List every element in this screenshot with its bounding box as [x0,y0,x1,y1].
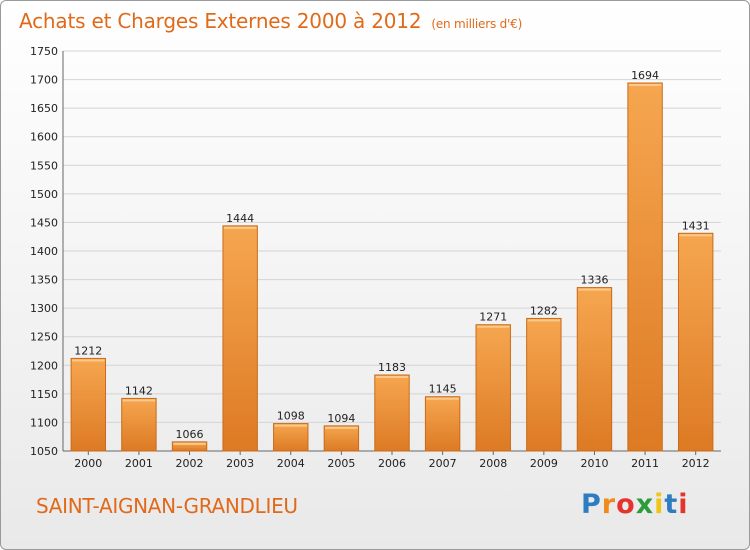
data-label-2007: 1145 [429,383,457,396]
x-tick-label-2001: 2001 [125,457,153,470]
data-label-2008: 1271 [479,311,507,324]
x-tick-label-2007: 2007 [429,457,457,470]
bar-2009 [526,317,562,452]
y-tick-label: 1650 [30,102,58,115]
bar-highlight [122,399,156,402]
y-tick-label: 1100 [30,416,58,429]
x-tick-label-2012: 2012 [682,457,710,470]
bar-2002 [171,441,208,452]
bar-highlight [274,424,307,427]
x-tick-label-2002: 2002 [176,457,204,470]
bar-highlight [527,319,561,322]
bar-highlight [375,376,409,378]
y-tick-label: 1450 [30,216,58,229]
bar-2007 [424,396,461,452]
y-tick-label: 1300 [30,302,58,315]
x-tick-label-2006: 2006 [378,457,406,470]
labels: 1212 1142 1066 1444 1098 1094 1183 1145 1271 1282… [74,69,709,441]
y-tick-label: 1700 [30,74,58,87]
bar-2004 [273,423,309,452]
y-tick-label: 1500 [30,188,58,201]
bar-highlight [223,226,257,229]
bar-2006 [374,374,410,452]
logo-letter: r [601,489,617,520]
data-label-2010: 1336 [580,274,608,287]
bar-2000 [70,357,107,452]
data-label-2005: 1094 [327,412,355,425]
bar-2011 [627,82,663,452]
y-tick-label: 1250 [30,331,58,344]
data-label-2004: 1098 [277,410,305,423]
x-tick-label-2010: 2010 [580,457,608,470]
bar-2005 [323,425,360,452]
bars [70,82,714,452]
chart-title-text: Achats et Charges Externes 2000 à 2012 [19,9,422,33]
x-tick-label-2000: 2000 [74,457,102,470]
data-label-2011: 1694 [631,69,659,82]
y-tick-label: 1550 [30,159,58,172]
y-tick-label: 1750 [30,45,58,58]
bar-highlight [679,234,712,237]
x-tick-label-2005: 2005 [327,457,355,470]
proxiti-logo[interactable]: Proxiti [581,489,689,520]
bar-2003 [222,225,258,452]
y-tick-label: 1400 [30,245,58,258]
data-label-2012: 1431 [682,219,710,232]
logo-letter: o [616,489,636,520]
data-label-2001: 1142 [125,384,153,397]
logo-letter: i [678,489,689,520]
bar-highlight [173,442,206,445]
bar-2012 [677,232,714,452]
x-tick-label-2011: 2011 [631,457,659,470]
y-tick-label: 1350 [30,274,58,287]
axes: 1050 1100 1150 1200 1250 1300 1350 1400 1450 1500… [30,45,721,470]
logo-letter: t [664,489,679,520]
y-tick-label: 1600 [30,131,58,144]
y-tick-label: 1050 [30,445,58,458]
bar-highlight [628,84,662,86]
bar-2001 [121,397,157,452]
data-label-2003: 1444 [226,212,254,225]
data-label-2009: 1282 [530,304,558,317]
bar-highlight [72,359,105,362]
logo-letter: P [581,489,602,520]
bar-2008 [475,324,511,452]
bar-highlight [578,288,611,291]
logo-letter: x [635,489,655,520]
bar-2010 [576,287,613,452]
x-tick-label-2003: 2003 [226,457,254,470]
x-tick-label-2004: 2004 [277,457,305,470]
chart-unit: (en milliers d'€) [431,17,523,31]
bar-highlight [477,325,510,328]
data-label-2006: 1183 [378,361,406,374]
x-tick-label-2009: 2009 [530,457,558,470]
x-tick-label-2008: 2008 [479,457,507,470]
bar-highlight [325,426,358,429]
data-label-2002: 1066 [176,428,204,441]
data-label-2000: 1212 [74,344,102,357]
bar-highlight [426,397,459,400]
city-name: SAINT-AIGNAN-GRANDLIEU [36,494,298,518]
y-tick-label: 1150 [30,388,58,401]
logo-letter: i [654,489,665,520]
y-tick-label: 1200 [30,359,58,372]
chart-title: Achats et Charges Externes 2000 à 2012 (e… [19,9,522,33]
